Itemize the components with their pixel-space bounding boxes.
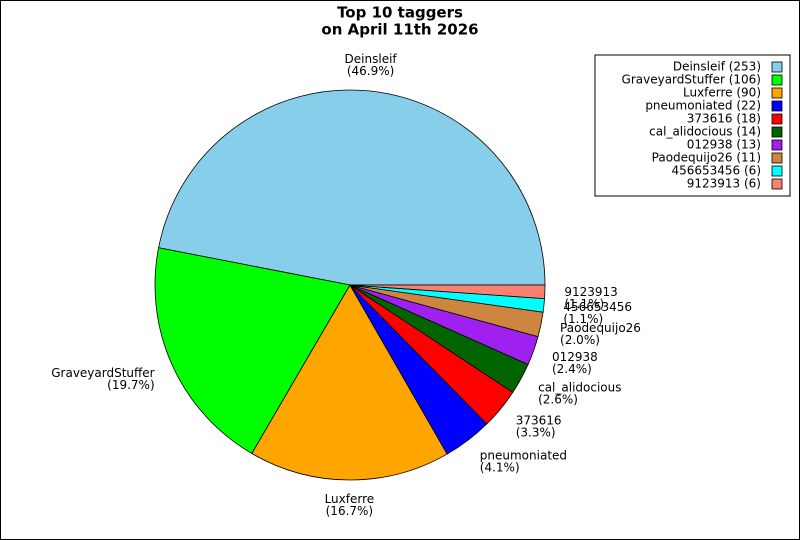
legend-swatch — [771, 87, 783, 99]
slice-percent: (1.1%) — [563, 312, 603, 326]
legend-swatch — [771, 152, 783, 164]
legend-label: 9123913 (6) — [687, 177, 761, 191]
slice-label: 456653456 — [563, 300, 632, 314]
pie-slice — [349, 284, 546, 300]
slice-label: Deinsleif — [345, 52, 398, 66]
slice-percent: (4.1%) — [480, 460, 520, 474]
slice-label: 9123913 — [564, 285, 617, 299]
legend-label: GraveyardStuffer (106) — [622, 73, 761, 87]
legend-swatch — [771, 113, 783, 125]
legend-label: 373616 (18) — [687, 112, 761, 126]
slice-label: 012938 — [552, 350, 598, 364]
legend-label: Luxferre (90) — [683, 86, 761, 100]
pie-slice — [158, 89, 546, 286]
pie-slice — [251, 284, 448, 481]
pie-slice — [154, 247, 351, 455]
legend-swatch — [771, 178, 783, 190]
slice-label: Luxferre — [325, 492, 375, 506]
slice-percent: (2.0%) — [560, 333, 600, 347]
legend-swatch — [771, 100, 783, 112]
chart-title: Top 10 taggers — [337, 4, 463, 22]
chart-title: on April 11th 2026 — [321, 21, 478, 39]
slice-percent: (19.7%) — [107, 378, 154, 392]
slice-label: Paodequijo26 — [560, 321, 641, 335]
slice-label: GraveyardStuffer — [51, 366, 154, 380]
legend-swatch — [771, 74, 783, 86]
slice-label: 373616 — [516, 414, 562, 428]
slice-percent: (46.9%) — [347, 64, 394, 78]
legend-label: Deinsleif (253) — [673, 60, 761, 74]
legend-box — [594, 54, 791, 197]
legend-label: Paodequijo26 (11) — [652, 151, 761, 165]
slice-percent: (1.1%) — [564, 297, 604, 311]
slice-percent: (2.6%) — [538, 393, 578, 407]
slice-label: cal_alidocious — [538, 381, 621, 395]
slice-percent: (2.4%) — [552, 362, 592, 376]
legend-swatch — [771, 61, 783, 73]
legend-swatch — [771, 165, 783, 177]
legend-label: pneumoniated (22) — [645, 99, 761, 113]
slice-percent: (16.7%) — [326, 504, 373, 518]
legend-swatch — [771, 139, 783, 151]
legend-swatch — [771, 126, 783, 138]
slice-percent: (3.3%) — [516, 426, 556, 440]
legend-label: cal_alidocious (14) — [649, 125, 761, 139]
slice-label: pneumoniated — [480, 448, 567, 462]
legend-label: 456653456 (6) — [671, 164, 761, 178]
legend-label: 012938 (13) — [687, 138, 761, 152]
